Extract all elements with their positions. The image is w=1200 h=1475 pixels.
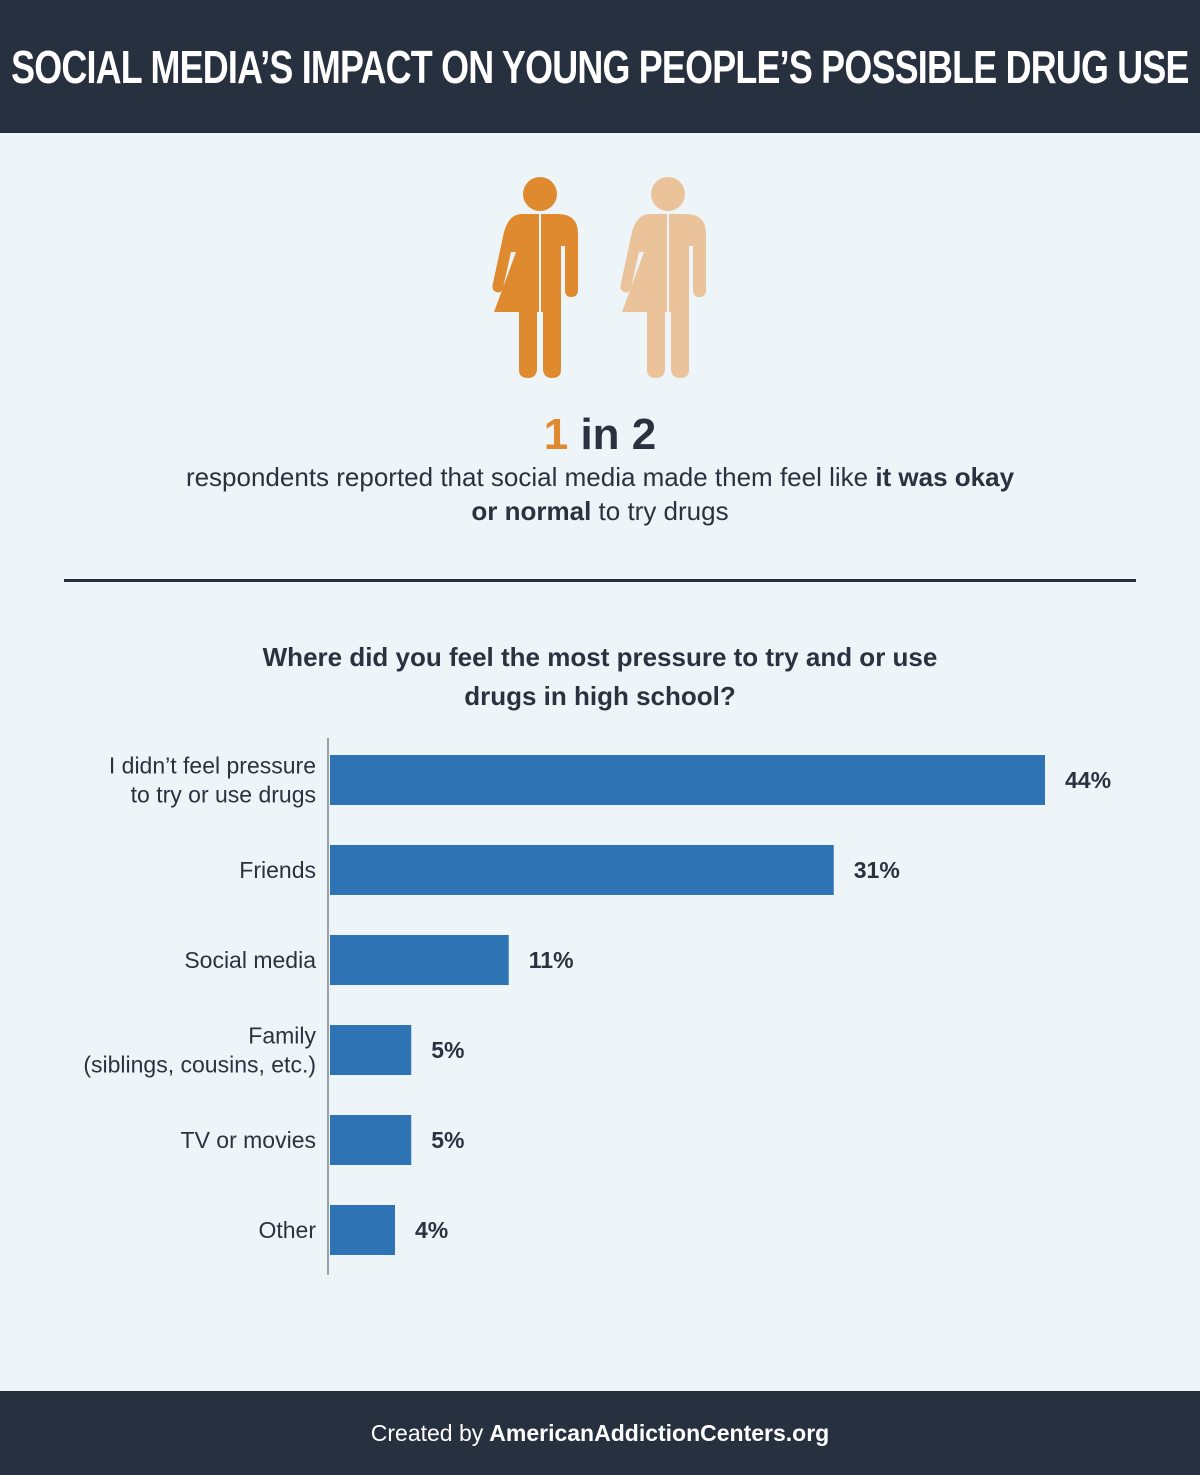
caption-emphasis: it was okay or normal — [471, 462, 1015, 526]
bar-value-label: 5% — [431, 1127, 464, 1153]
stat-rest: in 2 — [580, 410, 657, 459]
bar-value-label: 4% — [415, 1217, 448, 1243]
person-icon — [620, 177, 706, 378]
category-label: Friends — [239, 857, 316, 883]
bar-value-label: 31% — [854, 857, 900, 883]
bar — [330, 1205, 395, 1255]
page-title: SOCIAL MEDIA’S IMPACT ON YOUNG PEOPLE’S … — [11, 40, 1189, 93]
caption-end: to try drugs — [591, 496, 729, 526]
person-icon — [492, 177, 578, 378]
bar-value-label: 5% — [431, 1037, 464, 1063]
stat-caption: respondents reported that social media m… — [180, 460, 1020, 528]
footer-site: AmericanAddictionCenters.org — [489, 1419, 830, 1446]
caption-text: respondents reported that social media m… — [185, 462, 876, 492]
bar — [330, 1115, 412, 1165]
stat-highlight: 1 — [543, 410, 569, 459]
footer: Created by AmericanAddictionCenters.org — [0, 1391, 1200, 1475]
category-label: to try or use drugs — [131, 782, 316, 808]
category-label: I didn’t feel pressure — [109, 753, 316, 779]
person-icons — [492, 177, 706, 378]
category-label: Family — [248, 1023, 316, 1049]
footer-prefix: Created by — [370, 1419, 484, 1446]
bar-chart: 44% I didn’t feel pressure to try or use d… — [83, 738, 1111, 1275]
bar — [330, 845, 834, 895]
category-label: Social media — [184, 947, 316, 973]
section-divider — [64, 579, 1136, 582]
header-banner: SOCIAL MEDIA’S IMPACT ON YOUNG PEOPLE’S … — [0, 0, 1200, 133]
category-label: (siblings, cousins, etc.) — [83, 1052, 316, 1078]
category-label: TV or movies — [181, 1127, 316, 1153]
category-label: Other — [258, 1217, 316, 1243]
bar — [330, 935, 509, 985]
bar — [330, 755, 1045, 805]
chart-title: Where did you feel the most pressure to … — [262, 642, 938, 711]
bar-value-label: 44% — [1065, 767, 1111, 793]
bar-value-label: 11% — [529, 947, 574, 973]
stat-ratio: 1 in 2 — [0, 410, 1200, 460]
bar — [330, 1025, 412, 1075]
